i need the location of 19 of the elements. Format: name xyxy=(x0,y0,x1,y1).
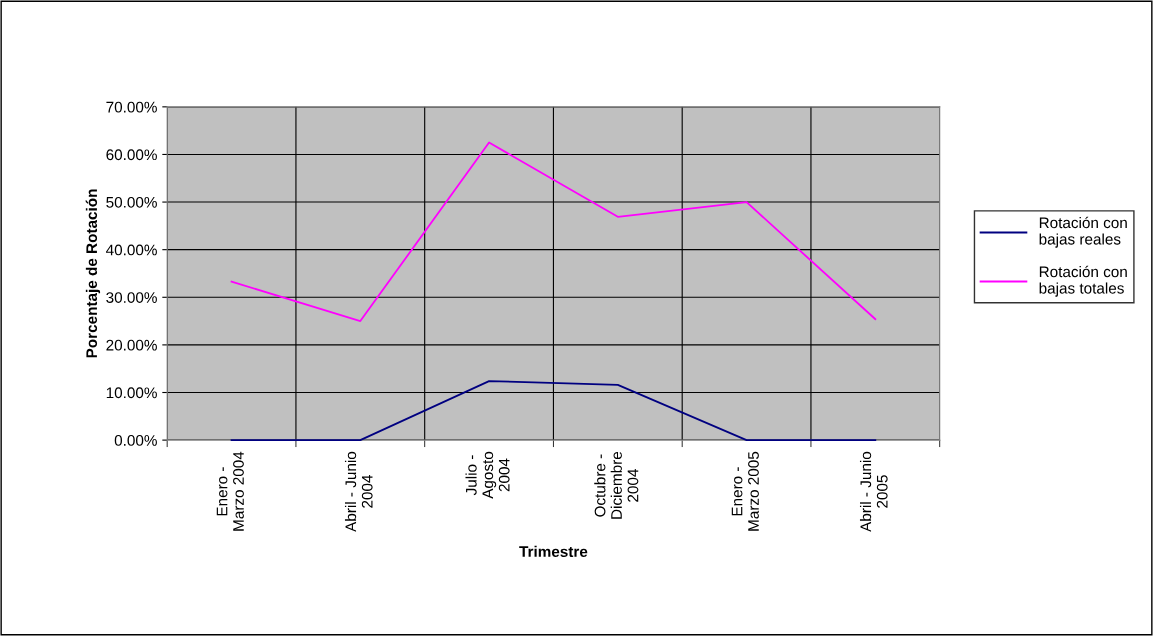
x-tick-label: Enero - Marzo 2005 xyxy=(731,451,759,531)
legend-label: Rotación con bajas reales xyxy=(1039,216,1127,248)
y-tick-label: 40.00% xyxy=(106,244,157,256)
y-tick-label: 50.00% xyxy=(106,196,157,208)
y-tick-label: 0.00% xyxy=(114,434,157,446)
y-tick-label: 60.00% xyxy=(106,149,157,161)
y-tick-label: 70.00% xyxy=(106,101,157,113)
x-tick-label: Enero - Marzo 2004 xyxy=(216,451,244,531)
legend-label: Rotación con bajas totales xyxy=(1039,265,1127,297)
x-tick-label: Abril - Junio 2004 xyxy=(344,451,373,532)
x-tick-label: Julio - Agosto 2004 xyxy=(465,451,510,499)
y-axis-title: Porcentaje de Rotación xyxy=(85,189,101,358)
x-axis-title: Trimestre xyxy=(519,545,588,558)
y-tick-label: 10.00% xyxy=(106,387,157,399)
y-tick-label: 30.00% xyxy=(106,292,157,303)
line-series xyxy=(230,141,877,322)
x-tick-label: Abril - Junio 2005 xyxy=(859,451,888,532)
x-tick-label: Octubre - Diciembre 2004 xyxy=(594,451,639,519)
y-tick-label: 20.00% xyxy=(106,339,157,351)
